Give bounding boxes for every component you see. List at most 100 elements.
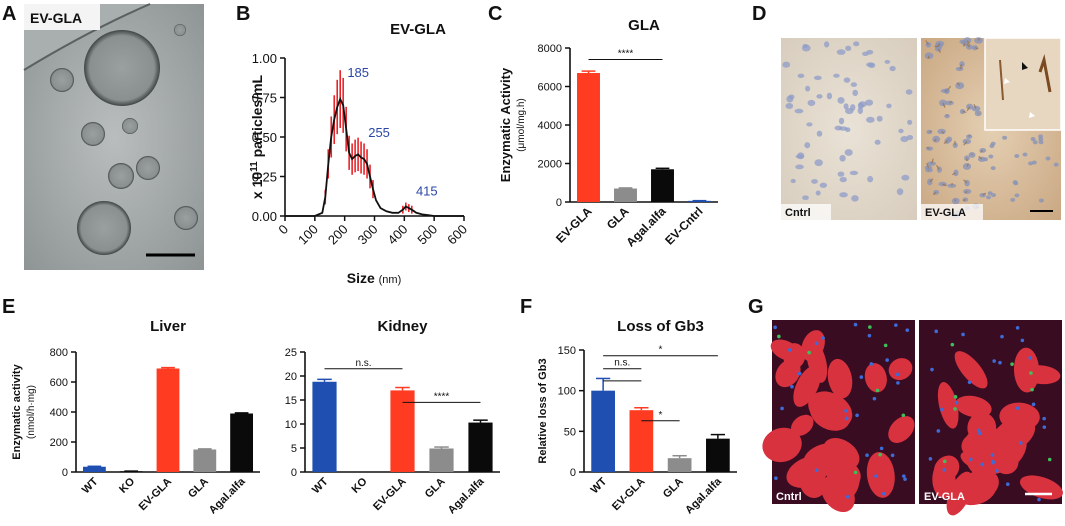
muscle-fiber: [999, 402, 1040, 431]
nucleus: [905, 89, 913, 95]
nucleus-stain: [855, 413, 859, 418]
chart-title: Kidney: [377, 318, 428, 335]
nucleus: [987, 191, 993, 196]
nucleus: [955, 82, 965, 90]
nucleus: [1038, 198, 1044, 203]
vesicle: [50, 68, 74, 92]
nucleus: [845, 107, 854, 115]
gb3-stain: [878, 452, 882, 457]
nucleus-stain: [814, 468, 819, 473]
bar-ev-gla: [629, 410, 654, 472]
muscle-fiber: [793, 365, 822, 407]
y-axis-label: x 1011 particles/mL: [249, 74, 266, 199]
bar-gla: [667, 458, 692, 472]
nucleus: [898, 128, 904, 134]
muscle-fiber: [955, 395, 992, 418]
nucleus: [874, 139, 881, 145]
stained-process: [978, 155, 983, 160]
muscle-fiber: [762, 427, 802, 463]
y-tick-label: 4000: [538, 120, 562, 132]
nucleus: [843, 103, 849, 110]
muscle-fiber: [937, 382, 959, 429]
stained-process: [966, 106, 971, 112]
nucleus: [826, 92, 833, 100]
x-category-label: KO: [349, 475, 369, 495]
vesicle: [174, 206, 198, 230]
nucleus: [802, 43, 808, 49]
stained-process: [929, 178, 934, 183]
nucleus: [837, 96, 845, 104]
nucleus: [988, 154, 994, 159]
vesicle: [84, 30, 160, 106]
x-category-label: EV-GLA: [371, 476, 408, 513]
nucleus: [1053, 162, 1059, 167]
nucleus: [966, 134, 973, 139]
nucleus: [838, 117, 845, 125]
stained-process: [956, 82, 961, 87]
nucleus: [844, 149, 853, 156]
y-axis-label: Relative loss of Gb3: [537, 358, 549, 463]
stained-process: [941, 130, 945, 134]
nucleus: [797, 152, 805, 160]
nucleus-stain: [980, 462, 984, 467]
nucleus: [1038, 140, 1044, 145]
nucleus: [896, 188, 904, 196]
bar-wt: [591, 390, 615, 472]
nucleus: [1038, 137, 1044, 142]
nucleus-stain: [790, 384, 794, 389]
muscle-fiber: [809, 397, 851, 431]
gb3-stain: [875, 388, 880, 393]
y-tick-label: 600: [50, 377, 68, 389]
bar-gla: [614, 188, 637, 202]
nucleus-stain: [1031, 402, 1036, 407]
stained-process: [937, 43, 941, 47]
significance-label: *: [659, 410, 663, 421]
y-tick-label: 1.00: [252, 51, 277, 66]
nucleus-stain: [992, 359, 996, 363]
stained-process: [959, 63, 963, 67]
stained-process: [973, 103, 977, 109]
nucleus-stain: [936, 429, 941, 433]
x-tick-label: 500: [414, 222, 440, 248]
nucleus-stain: [788, 348, 792, 352]
y-tick-label: 0: [556, 197, 562, 209]
x-category-label: Agal.alfa: [446, 475, 488, 517]
nucleus: [811, 179, 818, 184]
nucleus: [838, 126, 848, 131]
x-category-label: GLA: [604, 204, 632, 232]
stained-process: [963, 141, 968, 146]
vesicle: [108, 163, 134, 189]
peak-label: 185: [347, 65, 369, 80]
panel-label-d: D: [752, 3, 766, 25]
bar-ev-gla: [156, 368, 180, 472]
y-tick-label: 10: [285, 419, 297, 431]
nucleus-stain: [930, 367, 934, 372]
nucleus: [968, 151, 976, 158]
y-tick-label: 50: [564, 426, 576, 438]
nucleus-stain: [774, 476, 778, 480]
y-tick-label: 15: [285, 395, 297, 407]
y-tick-label: 400: [50, 407, 68, 419]
bar-ev-gla: [577, 73, 600, 203]
nucleus: [939, 99, 947, 107]
nucleus: [862, 51, 869, 56]
x-category-label: GLA: [661, 476, 686, 501]
nucleus: [794, 108, 804, 114]
chart-title: GLA: [628, 17, 660, 34]
if-control-label: Cntrl: [776, 491, 802, 503]
significance-label: ****: [434, 391, 450, 402]
panel-label-c: C: [488, 3, 502, 25]
nucleus-stain: [845, 494, 850, 499]
x-category-label: WT: [589, 475, 610, 496]
y-tick-label: 6000: [538, 82, 562, 94]
y-tick-label: 25: [285, 347, 297, 359]
nucleus-stain: [780, 406, 784, 411]
gb3-stain: [1010, 362, 1014, 366]
y-axis-unit: (μmol/mg.h): [516, 98, 527, 152]
x-category-label: EV-GLA: [137, 476, 174, 513]
stained-process: [964, 190, 968, 194]
nucleus-stain: [968, 457, 973, 462]
nucleus-stain: [934, 329, 939, 334]
muscle-fiber: [864, 363, 887, 393]
ihc-ev-gla-label: EV-GLA: [925, 207, 966, 219]
